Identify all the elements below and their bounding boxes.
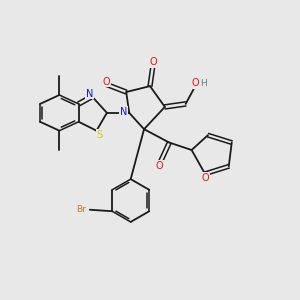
Text: S: S	[96, 130, 103, 140]
Text: O: O	[103, 76, 110, 87]
Text: H: H	[200, 79, 207, 88]
Text: N: N	[120, 107, 128, 117]
Text: O: O	[192, 78, 199, 88]
Text: O: O	[150, 57, 158, 67]
Text: O: O	[156, 161, 164, 171]
Text: Br: Br	[76, 205, 86, 214]
Text: O: O	[202, 172, 209, 183]
Text: N: N	[86, 88, 93, 98]
